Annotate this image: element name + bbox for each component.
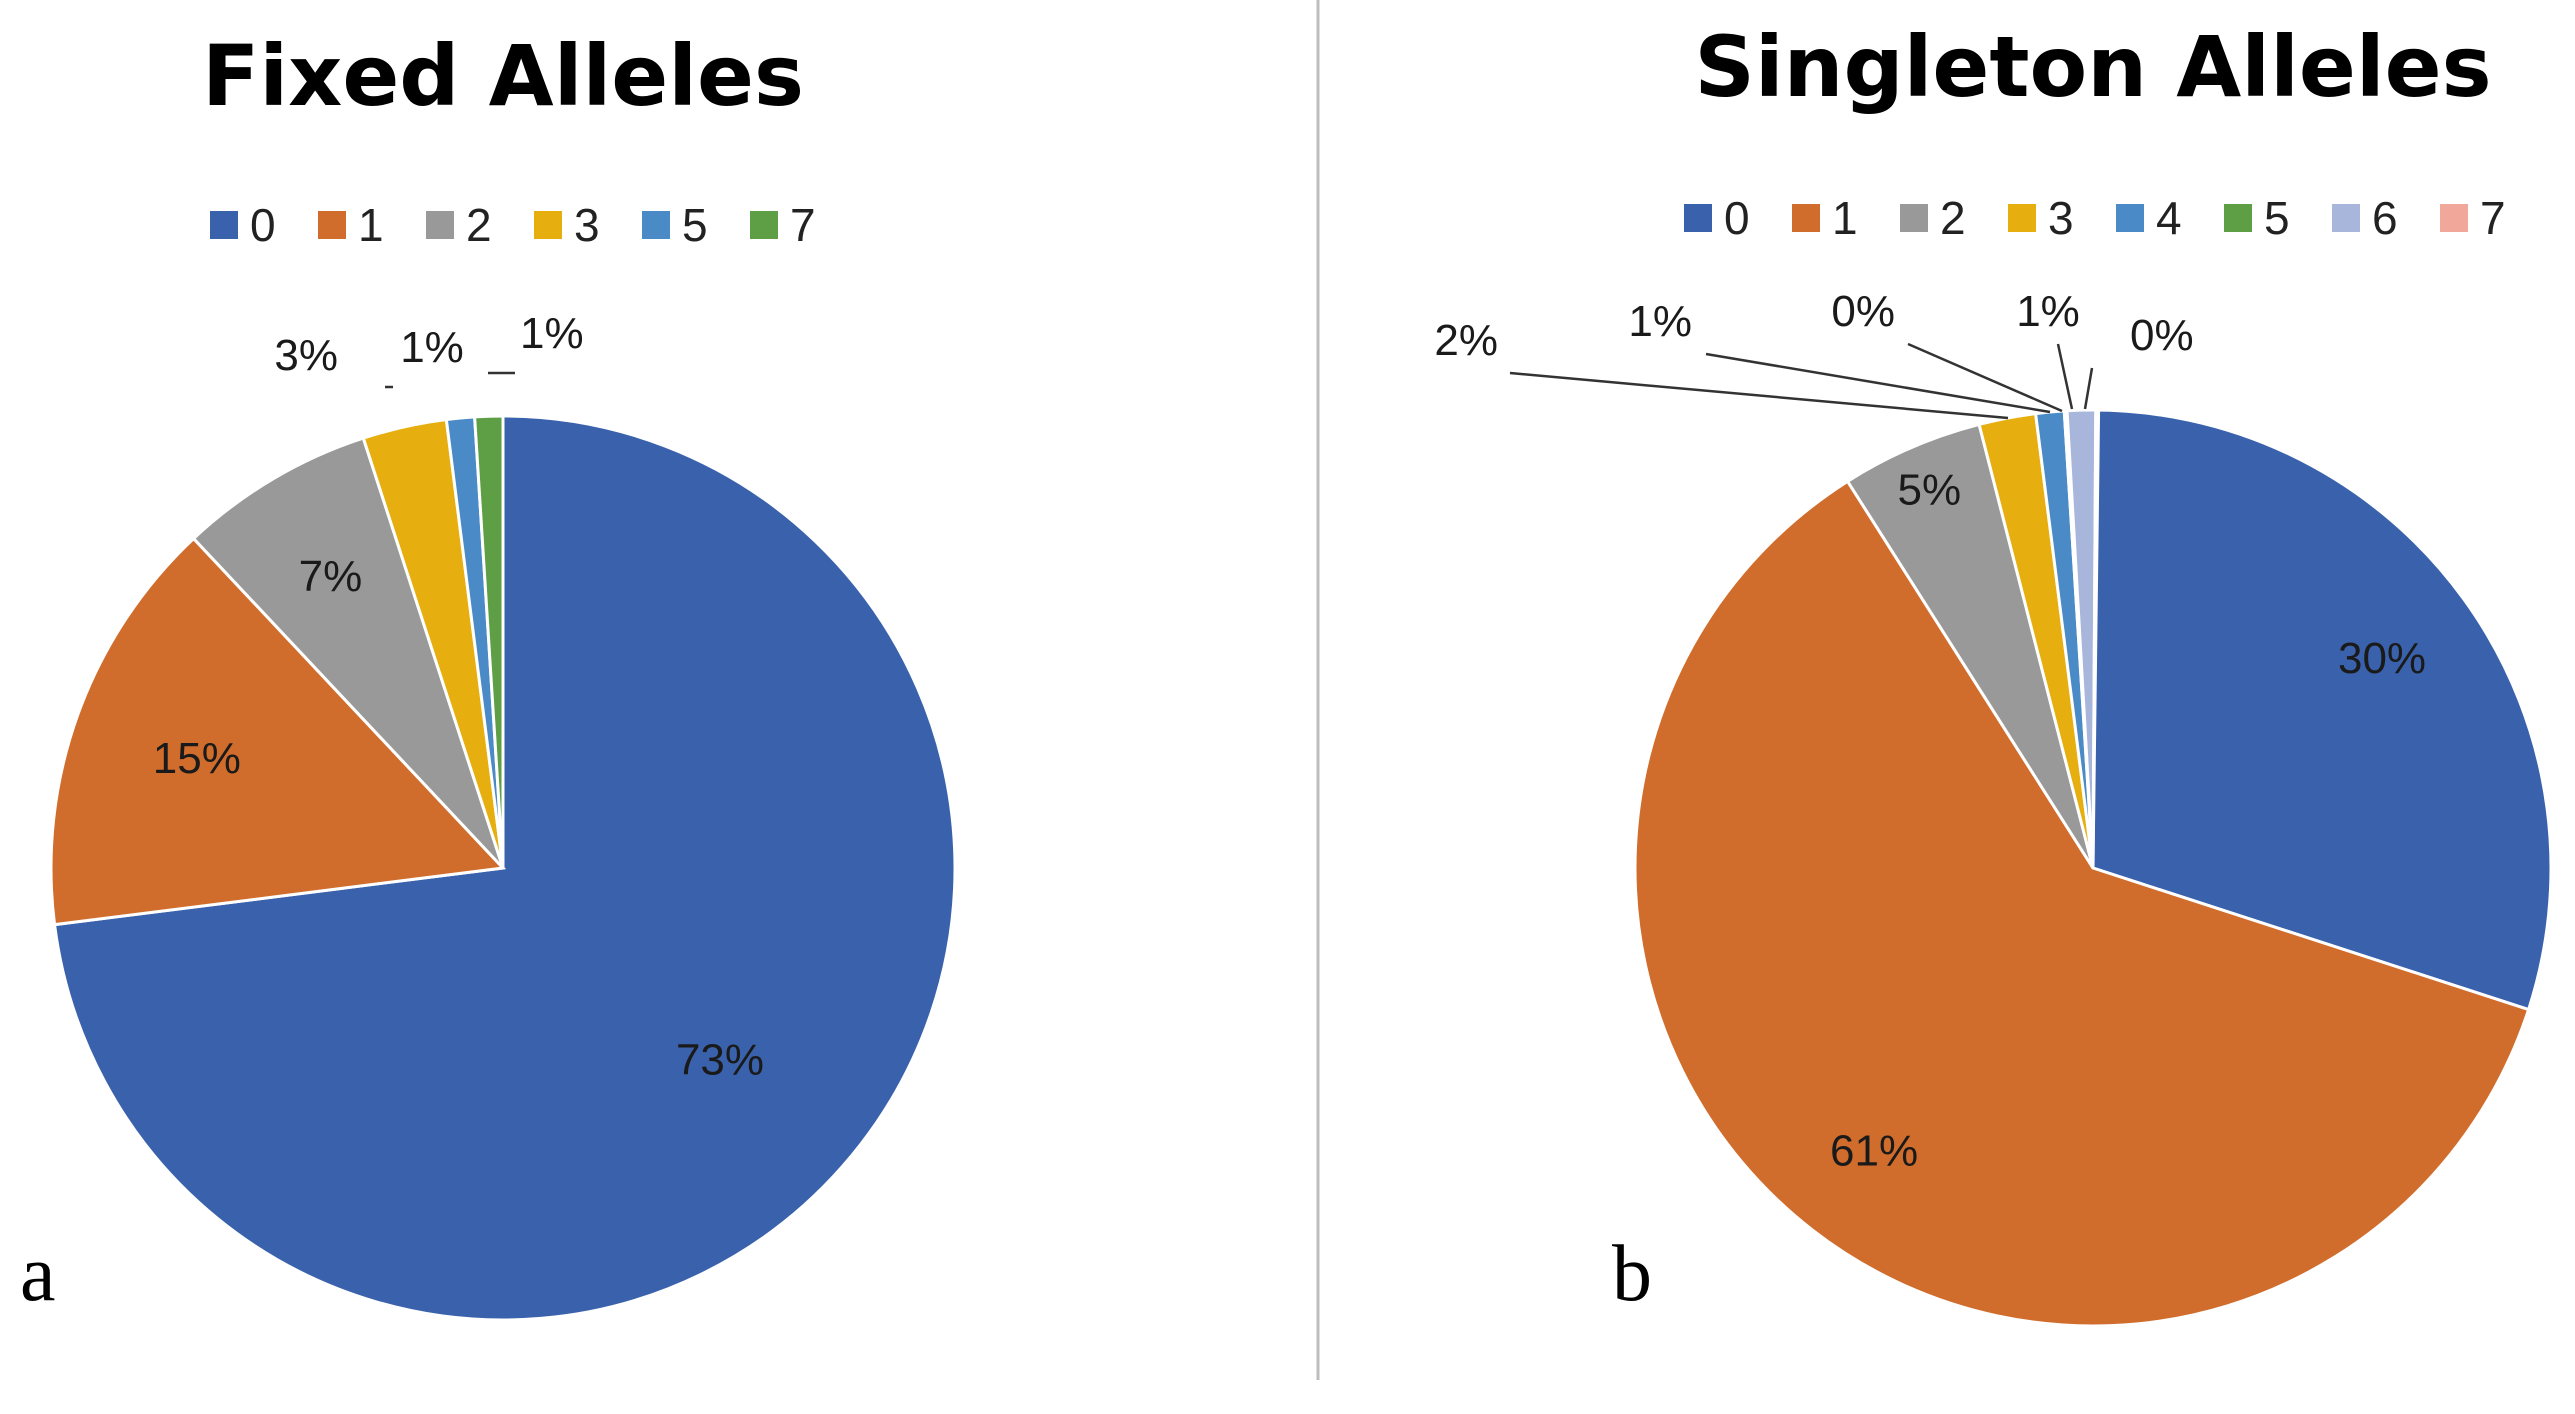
legend-item: 2	[1900, 192, 1966, 244]
legend-label: 3	[574, 199, 600, 251]
pie-slice	[1845, 422, 2095, 869]
pie-slices-a	[49, 414, 957, 1322]
data-label: 0%	[2130, 311, 2194, 360]
legend-swatch	[642, 211, 670, 239]
pie-slice	[1633, 479, 2531, 1328]
pie-slice	[2091, 408, 2101, 869]
legend-label: 2	[1940, 192, 1966, 244]
legend-swatch	[750, 211, 778, 239]
legend-swatch	[426, 211, 454, 239]
leader-line	[2083, 367, 2094, 410]
data-labels-b: 30% 61% 5% 2% 1% 0% 1% 0%	[1434, 287, 2426, 1175]
data-label: 15%	[153, 734, 241, 783]
data-label: 3%	[274, 331, 338, 380]
data-label: 5%	[1897, 466, 1961, 515]
legend-label: 4	[2156, 192, 2182, 244]
legend-item: 1	[1792, 192, 1858, 244]
pie-slice	[49, 536, 507, 927]
legend-label: 7	[2480, 192, 2506, 244]
legend-label: 2	[466, 199, 492, 251]
pie-slice	[2091, 408, 2553, 1012]
legend-item: 4	[2116, 192, 2182, 244]
legend-swatch	[210, 211, 238, 239]
legend-swatch	[2008, 204, 2036, 232]
data-label: 61%	[1830, 1126, 1918, 1175]
legend-swatch	[2440, 204, 2468, 232]
legend-item: 0	[210, 199, 276, 251]
legend-swatch	[1792, 204, 1820, 232]
data-label: 1%	[2016, 287, 2080, 336]
data-label: 1%	[520, 309, 584, 358]
leader-lines-a	[385, 371, 515, 389]
legend-item: 7	[750, 199, 816, 251]
legend-item: 1	[318, 199, 384, 251]
legend-b: 0 1 2 3 4 5 6 7	[1684, 192, 2506, 244]
legend-swatch	[2332, 204, 2360, 232]
legend-label: 7	[790, 199, 816, 251]
legend-label: 3	[2048, 192, 2074, 244]
leader-line	[1705, 352, 2051, 414]
data-label: 2%	[1434, 316, 1498, 365]
leader-line	[1509, 371, 2009, 420]
data-label: 0%	[1831, 287, 1895, 336]
panel-letter-b: b	[1612, 1230, 1652, 1318]
chart-title-b: Singleton Alleles	[1694, 18, 2491, 116]
legend-swatch	[1900, 204, 1928, 232]
data-label: 7%	[299, 552, 363, 601]
legend-a: 0 1 2 3 5 7	[210, 199, 816, 251]
legend-item: 5	[2224, 192, 2290, 244]
legend-item: 3	[2008, 192, 2074, 244]
leader-line	[2056, 343, 2074, 410]
legend-item: 2	[426, 199, 492, 251]
legend-label: 0	[1724, 192, 1750, 244]
pie-slice	[473, 414, 505, 869]
legend-item: 0	[1684, 192, 1750, 244]
legend-swatch	[534, 211, 562, 239]
data-label: 30%	[2338, 634, 2426, 683]
legend-label: 5	[2264, 192, 2290, 244]
data-labels-a: 73% 15% 7% 3% 1% 1%	[153, 309, 764, 1084]
chart-title-a: Fixed Alleles	[202, 27, 804, 125]
panel-letter-a: a	[20, 1230, 56, 1318]
chart-panel-b: Singleton Alleles 0 1 2 3 4 5 6 7 30% 61% 5% 2% 1% 0…	[1434, 18, 2553, 1328]
legend-item: 5	[642, 199, 708, 251]
legend-label: 0	[250, 199, 276, 251]
legend-label: 6	[2372, 192, 2398, 244]
pie-slices-b	[1633, 408, 2553, 1328]
legend-swatch	[318, 211, 346, 239]
legend-item: 3	[534, 199, 600, 251]
leader-line	[1907, 342, 2063, 413]
legend-label: 1	[358, 199, 384, 251]
chart-panel-a: Fixed Alleles 0 1 2 3 5 7 73% 15% 7% 3% 1% 1% a	[20, 27, 957, 1322]
pie-slice	[191, 436, 505, 870]
data-label: 73%	[676, 1035, 764, 1084]
legend-label: 1	[1832, 192, 1858, 244]
legend-item: 6	[2332, 192, 2398, 244]
legend-item: 7	[2440, 192, 2506, 244]
legend-swatch	[2224, 204, 2252, 232]
legend-swatch	[2116, 204, 2144, 232]
data-label: 1%	[400, 323, 464, 372]
legend-label: 5	[682, 199, 708, 251]
legend-swatch	[1684, 204, 1712, 232]
data-label: 1%	[1628, 297, 1692, 346]
leader-lines-b	[1509, 342, 2094, 420]
